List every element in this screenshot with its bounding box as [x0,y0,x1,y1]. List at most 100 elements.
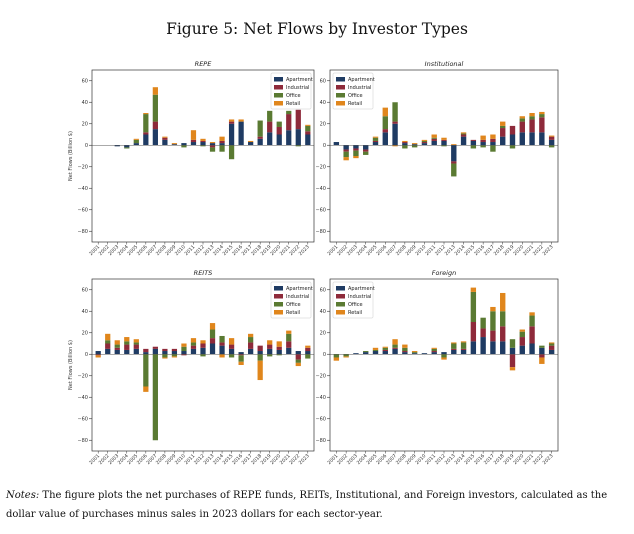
bar-segment [539,111,545,115]
y-tick-label: −20 [315,165,326,171]
bar-segment [219,140,225,144]
bar-segment [295,351,301,355]
bar-segment [133,344,139,349]
plot-frame [91,278,315,452]
y-tick-label: 40 [82,309,88,315]
bar-segment [509,354,516,368]
bar-segment [190,142,197,146]
bar-segment [490,145,496,152]
legend: Apartment Industrial Office Retail [332,281,375,319]
bar-segment [382,116,388,130]
bar-segment [490,142,496,146]
bar-segment [133,138,139,140]
y-tick-label: 40 [82,100,88,106]
legend-swatch [274,85,283,90]
y-tick-label: −20 [315,374,326,380]
bar-segment [411,144,418,146]
bar-segment [548,135,555,137]
y-tick-label: −80 [77,229,88,235]
bar-segment [152,354,158,441]
bar-segment [124,337,130,342]
bar-segment [548,139,555,146]
bar-segment [519,132,525,146]
legend-label: Retail [348,310,362,316]
bar-segment [171,356,178,358]
bar-segment [509,125,516,135]
legend-swatch [274,93,283,98]
bar-segment [95,354,101,356]
bar-segment [490,306,496,312]
bar-segment [372,137,379,141]
bar-segment [529,113,535,117]
bar-segment [124,145,130,148]
bar-segment [305,125,311,132]
bar-segment [228,338,235,345]
bar-segment [257,360,263,381]
bar-segment [219,143,225,146]
bar-segment [162,137,168,140]
bar-segment [372,349,379,352]
legend-box [332,281,374,319]
y-tick-label: −80 [315,438,326,444]
bar-segment [353,353,359,355]
bar-segment [171,354,178,357]
bar-segment [190,139,197,143]
bar-segment [372,140,379,143]
bar-segment [402,352,408,355]
bar-segment [490,138,496,143]
bar-segment [248,348,254,355]
bar-segment [295,362,301,367]
bar-segment [152,129,158,146]
legend-label: Industrial [348,294,371,300]
bar-segment [267,348,273,355]
bar-segment [539,357,545,364]
bar-segment [421,142,428,144]
bar-segment [95,355,101,358]
bar-segment [305,131,311,135]
bar-segment [431,134,437,138]
bar-segment [276,121,282,127]
bar-segment [152,121,158,130]
x-tick-label: 2023 [542,244,555,257]
y-tick-label: 0 [85,352,88,358]
legend-label: Office [348,93,363,99]
bar-segment [441,137,447,140]
bar-segment [219,342,225,346]
bar-segment [114,347,120,350]
bar-segment [451,163,457,177]
y-tick-label: −40 [315,186,326,192]
bar-segment [490,330,496,342]
bar-segment [451,343,457,349]
y-tick-label: 20 [82,122,88,128]
bar-segment [257,351,263,355]
bar-segment [162,354,168,358]
y-tick-label: −40 [77,395,88,401]
figure-title: Figure 5: Net Flows by Investor Types [166,20,468,38]
bar-segment [286,341,292,348]
bar-segment [209,329,216,339]
bar-segment [181,343,187,347]
figure-notes: Notes: The figure plots the net purchase… [6,486,630,524]
bar-segment [519,337,525,346]
bar-segment [219,335,225,343]
bar-segment [143,348,149,353]
bar-segment [171,348,178,352]
legend-label: Industrial [348,85,371,91]
bar-segment [152,346,158,349]
bar-segment [152,87,158,95]
bar-segment [431,348,437,352]
bar-segment [460,136,467,146]
legend-label: Retail [348,101,362,107]
bar-segment [519,118,525,122]
bar-segment [353,145,359,149]
bar-segment [276,134,282,146]
panel-foreign: Foreign6040200−20−40−60−8020012002200320… [315,269,559,466]
bar-segment [411,143,418,145]
bar-segment [411,351,418,353]
bar-segment [228,145,235,160]
legend-swatch [336,286,345,291]
bar-segment [392,123,398,146]
y-tick-label: 20 [320,122,326,128]
bar-segment [460,348,467,350]
charts-area: REPE 60 40 20 0 −20 −40 −60 −80 Net Flows (Billio… [68,60,559,466]
